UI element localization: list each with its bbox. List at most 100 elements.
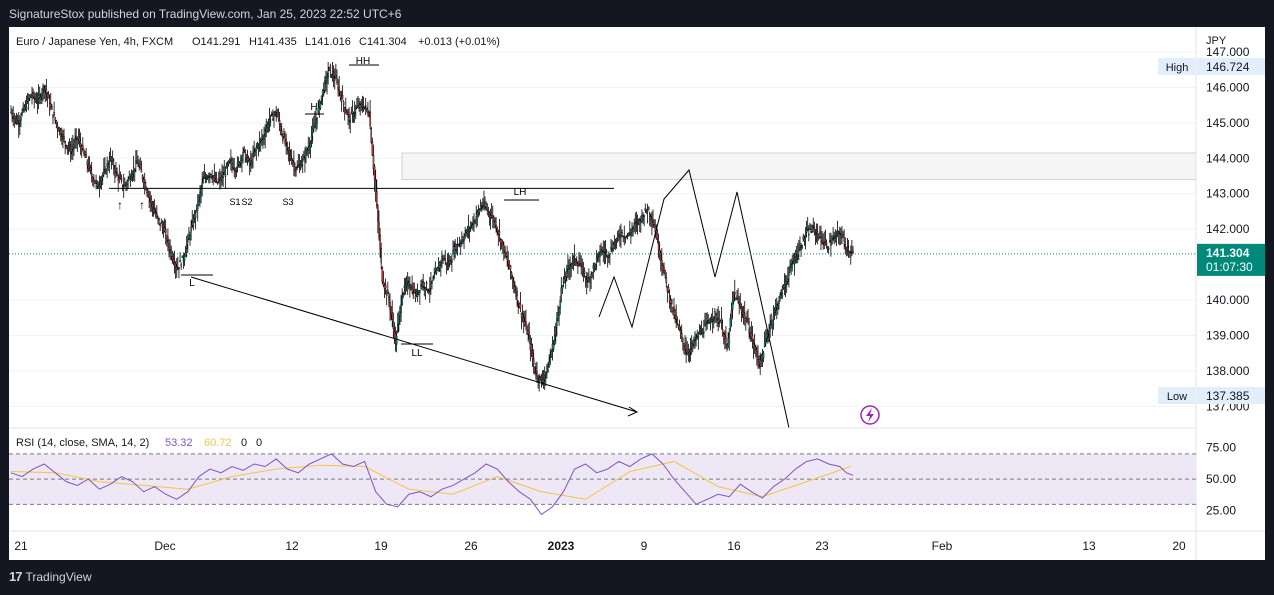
candle-body	[829, 240, 831, 242]
candle-body	[600, 251, 602, 254]
candle-body	[277, 114, 280, 119]
candle-body	[433, 275, 436, 279]
candle-body	[696, 334, 699, 337]
lightning-icon[interactable]	[860, 405, 880, 425]
candle-body	[349, 120, 352, 123]
time-axis[interactable]: 21 Dec 12 19 26 2023 9 16 23 Feb 13 20	[14, 539, 1186, 553]
candle-body	[340, 97, 343, 102]
price-tick: 144.000	[1206, 151, 1250, 165]
price-axis[interactable]: JPY	[1206, 35, 1227, 47]
candle-body	[19, 120, 21, 124]
candle-body	[355, 107, 357, 110]
candle-body	[673, 306, 675, 311]
rsi-sma-line	[10, 460, 851, 500]
candle-body	[537, 376, 539, 379]
candle-body	[544, 375, 546, 379]
candle-body	[128, 176, 131, 179]
candle-body	[41, 92, 43, 96]
candle-body	[528, 332, 531, 339]
candle-body	[171, 256, 174, 260]
candle-body	[111, 157, 114, 162]
candle-body	[795, 257, 798, 261]
candle-body	[148, 194, 150, 199]
time-tick: 16	[727, 539, 741, 553]
chart-area[interactable]: HH H LH L LL ↑ ↑ S1 S2 S3	[9, 27, 1265, 560]
candle-body	[387, 289, 389, 294]
candle-body	[504, 247, 506, 252]
candle-body	[729, 317, 732, 328]
candle-body	[735, 297, 737, 301]
legend-open: O141.291	[192, 36, 240, 48]
candle-body	[699, 332, 702, 335]
candle-body	[429, 288, 431, 292]
candle-body	[591, 272, 594, 277]
candle-body	[641, 214, 643, 218]
resistance-zone[interactable]	[401, 152, 1197, 181]
candle-body	[687, 353, 690, 356]
candle-body	[378, 222, 380, 237]
candle-body	[454, 243, 457, 248]
candle-body	[388, 296, 390, 301]
candle-body	[39, 94, 41, 98]
candle-body	[289, 155, 292, 159]
candle-body	[456, 243, 459, 245]
candle-body	[517, 300, 519, 306]
candle-body	[677, 323, 680, 328]
candle-body	[392, 321, 395, 329]
candle-body	[198, 196, 200, 202]
candle-body	[398, 315, 400, 325]
candle-body	[241, 157, 243, 161]
candle-body	[67, 146, 70, 149]
candle-body	[127, 178, 129, 182]
candle-body	[47, 94, 50, 99]
candle-body	[356, 106, 358, 109]
candle-body	[209, 173, 211, 176]
candle-body	[242, 152, 244, 156]
candle-body	[223, 172, 226, 175]
candle-body	[561, 285, 564, 290]
tradingview-brand[interactable]: 17 TradingView	[9, 569, 92, 584]
candle-body	[299, 167, 302, 169]
candle-body	[730, 310, 733, 320]
candle-body	[424, 287, 427, 290]
chart-svg[interactable]: HH H LH L LL ↑ ↑ S1 S2 S3	[9, 27, 1265, 560]
candle-body	[285, 139, 287, 143]
candle-body	[344, 107, 346, 111]
rsi-extra-1: 0	[241, 437, 247, 449]
candle-body	[174, 263, 177, 268]
candle-body	[538, 379, 540, 382]
candle-body	[99, 182, 102, 186]
candle-body	[503, 249, 505, 254]
candle-body	[576, 261, 578, 264]
candle-body	[400, 304, 402, 314]
high-marker: High 146.724	[1158, 58, 1265, 75]
candle-body	[43, 88, 45, 93]
candle-body	[556, 317, 558, 326]
rsi-legend: RSI (14, close, SMA, 14, 2) 53.32 60.72 …	[16, 437, 262, 449]
candle-body	[379, 234, 381, 250]
candle-body	[704, 324, 706, 327]
candle-body	[427, 290, 430, 293]
candle-body	[117, 178, 119, 181]
candle-body	[361, 105, 364, 108]
candle-body	[27, 98, 30, 102]
trendline-arrowhead	[627, 406, 639, 417]
candle-body	[446, 260, 449, 263]
candle-body	[100, 178, 103, 181]
candle-body	[382, 281, 385, 286]
candle-body	[123, 185, 125, 188]
candle-body	[558, 307, 560, 316]
rsi-tick: 75.00	[1206, 441, 1236, 455]
candle-body	[469, 225, 472, 228]
candle-body	[598, 251, 600, 255]
candle-body	[657, 244, 660, 251]
candle-body	[811, 230, 813, 233]
candle-body	[404, 285, 407, 288]
candle-body	[697, 336, 700, 339]
candle-body	[467, 226, 470, 229]
drawings[interactable]	[190, 168, 790, 429]
candle-body	[160, 222, 163, 225]
last-price-label: 141.304 01:07:30	[1197, 243, 1265, 276]
rsi-tick: 50.00	[1206, 472, 1236, 486]
candle-body	[560, 287, 563, 296]
